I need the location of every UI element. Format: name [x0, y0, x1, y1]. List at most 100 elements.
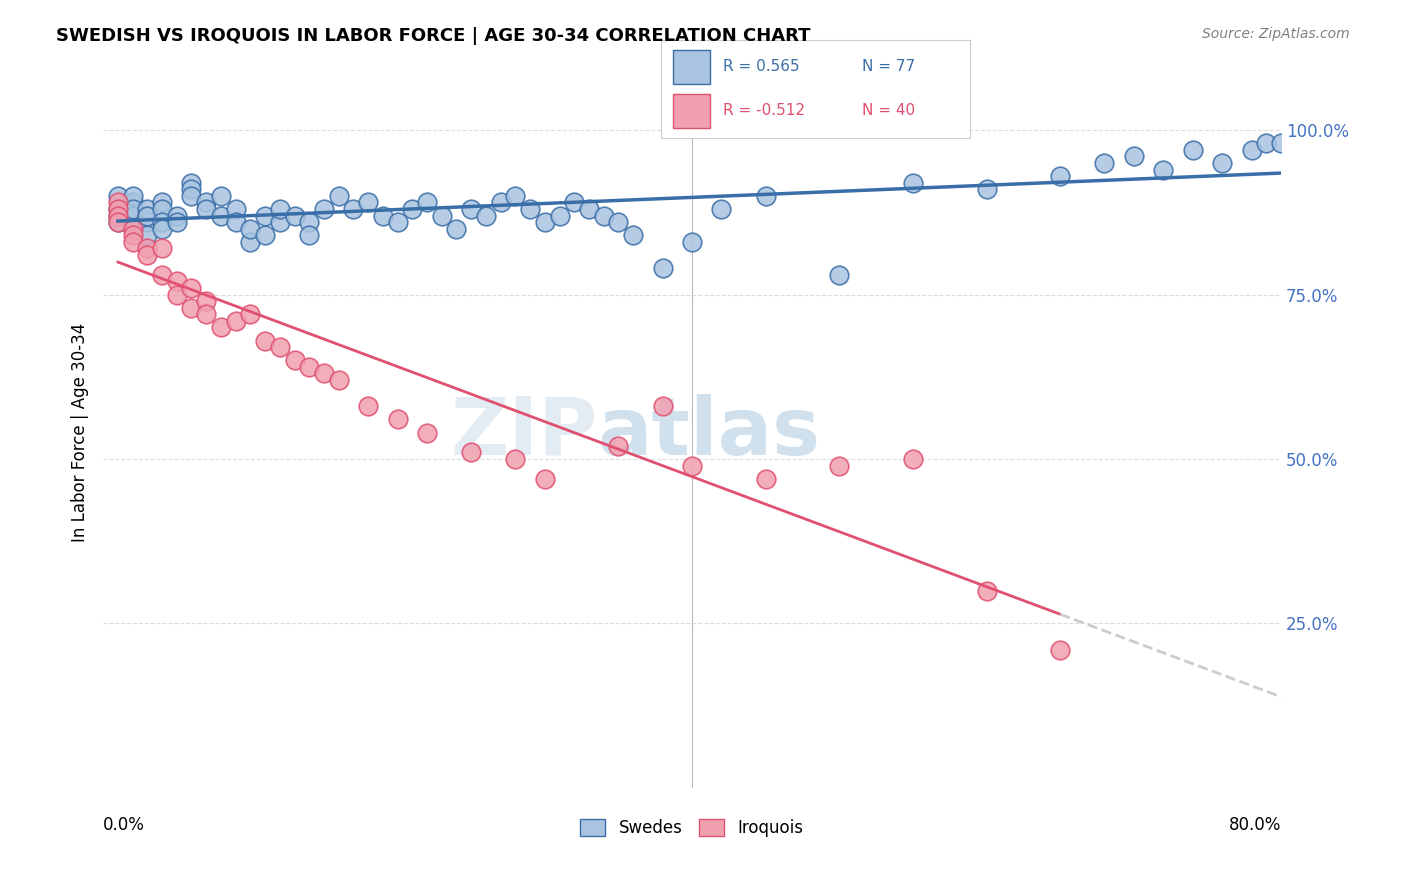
Text: ZIP: ZIP	[450, 393, 598, 472]
Point	[209, 189, 232, 203]
Point	[533, 215, 555, 229]
Point	[254, 209, 277, 223]
Point	[136, 202, 159, 216]
Point	[166, 274, 188, 288]
Point	[651, 261, 673, 276]
Point	[180, 182, 202, 196]
Point	[681, 235, 703, 249]
Point	[1049, 642, 1071, 657]
Text: atlas: atlas	[598, 393, 821, 472]
Point	[107, 195, 129, 210]
Point	[401, 202, 423, 216]
Point	[387, 215, 409, 229]
Bar	[673, 95, 710, 128]
Point	[180, 176, 202, 190]
Point	[1092, 156, 1115, 170]
Point	[121, 235, 143, 249]
Point	[225, 215, 247, 229]
Point	[269, 215, 291, 229]
Point	[121, 221, 143, 235]
Text: R = -0.512: R = -0.512	[723, 103, 804, 119]
Point	[1240, 143, 1263, 157]
Point	[225, 202, 247, 216]
Point	[121, 221, 143, 235]
Point	[592, 209, 614, 223]
Point	[121, 189, 143, 203]
Point	[357, 400, 380, 414]
Point	[239, 221, 262, 235]
Point	[976, 182, 998, 196]
Point	[254, 228, 277, 243]
Point	[328, 373, 350, 387]
Point	[1270, 136, 1292, 151]
Point	[107, 202, 129, 216]
Point	[107, 189, 129, 203]
Text: N = 40: N = 40	[862, 103, 915, 119]
Point	[578, 202, 600, 216]
Point	[651, 400, 673, 414]
Point	[254, 334, 277, 348]
Point	[209, 209, 232, 223]
Point	[136, 209, 159, 223]
Point	[136, 228, 159, 243]
Point	[136, 215, 159, 229]
Point	[1122, 149, 1144, 163]
Point	[107, 209, 129, 223]
Point	[371, 209, 394, 223]
Point	[607, 439, 630, 453]
Point	[533, 472, 555, 486]
Point	[387, 412, 409, 426]
Point	[475, 209, 498, 223]
Point	[225, 314, 247, 328]
Point	[489, 195, 512, 210]
Point	[1181, 143, 1204, 157]
Point	[562, 195, 585, 210]
Point	[901, 452, 924, 467]
Legend: Swedes, Iroquois: Swedes, Iroquois	[574, 812, 810, 844]
Point	[283, 209, 305, 223]
Point	[180, 281, 202, 295]
Text: R = 0.565: R = 0.565	[723, 59, 799, 74]
Point	[828, 458, 851, 473]
Point	[121, 228, 143, 243]
Point	[180, 301, 202, 315]
Point	[607, 215, 630, 229]
Point	[976, 583, 998, 598]
Point	[548, 209, 571, 223]
Point	[150, 221, 173, 235]
Point	[121, 202, 143, 216]
Point	[166, 209, 188, 223]
Point	[239, 307, 262, 321]
Point	[755, 189, 778, 203]
Point	[283, 353, 305, 368]
Point	[505, 452, 527, 467]
Point	[136, 242, 159, 256]
Point	[828, 268, 851, 282]
Point	[621, 228, 644, 243]
Y-axis label: In Labor Force | Age 30-34: In Labor Force | Age 30-34	[72, 323, 89, 542]
Text: 0.0%: 0.0%	[103, 816, 145, 834]
Point	[298, 228, 321, 243]
Point	[710, 202, 733, 216]
Point	[121, 209, 143, 223]
Text: 80.0%: 80.0%	[1229, 816, 1281, 834]
Point	[328, 189, 350, 203]
Point	[312, 202, 335, 216]
Point	[107, 202, 129, 216]
Point	[357, 195, 380, 210]
Point	[416, 195, 439, 210]
Point	[150, 268, 173, 282]
Point	[121, 195, 143, 210]
Point	[1256, 136, 1278, 151]
Point	[1211, 156, 1233, 170]
Point	[107, 215, 129, 229]
Point	[312, 367, 335, 381]
Point	[195, 307, 218, 321]
Point	[195, 294, 218, 309]
Point	[460, 445, 482, 459]
Point	[121, 202, 143, 216]
Point	[269, 202, 291, 216]
Text: Source: ZipAtlas.com: Source: ZipAtlas.com	[1202, 27, 1350, 41]
Text: N = 77: N = 77	[862, 59, 915, 74]
Point	[269, 340, 291, 354]
